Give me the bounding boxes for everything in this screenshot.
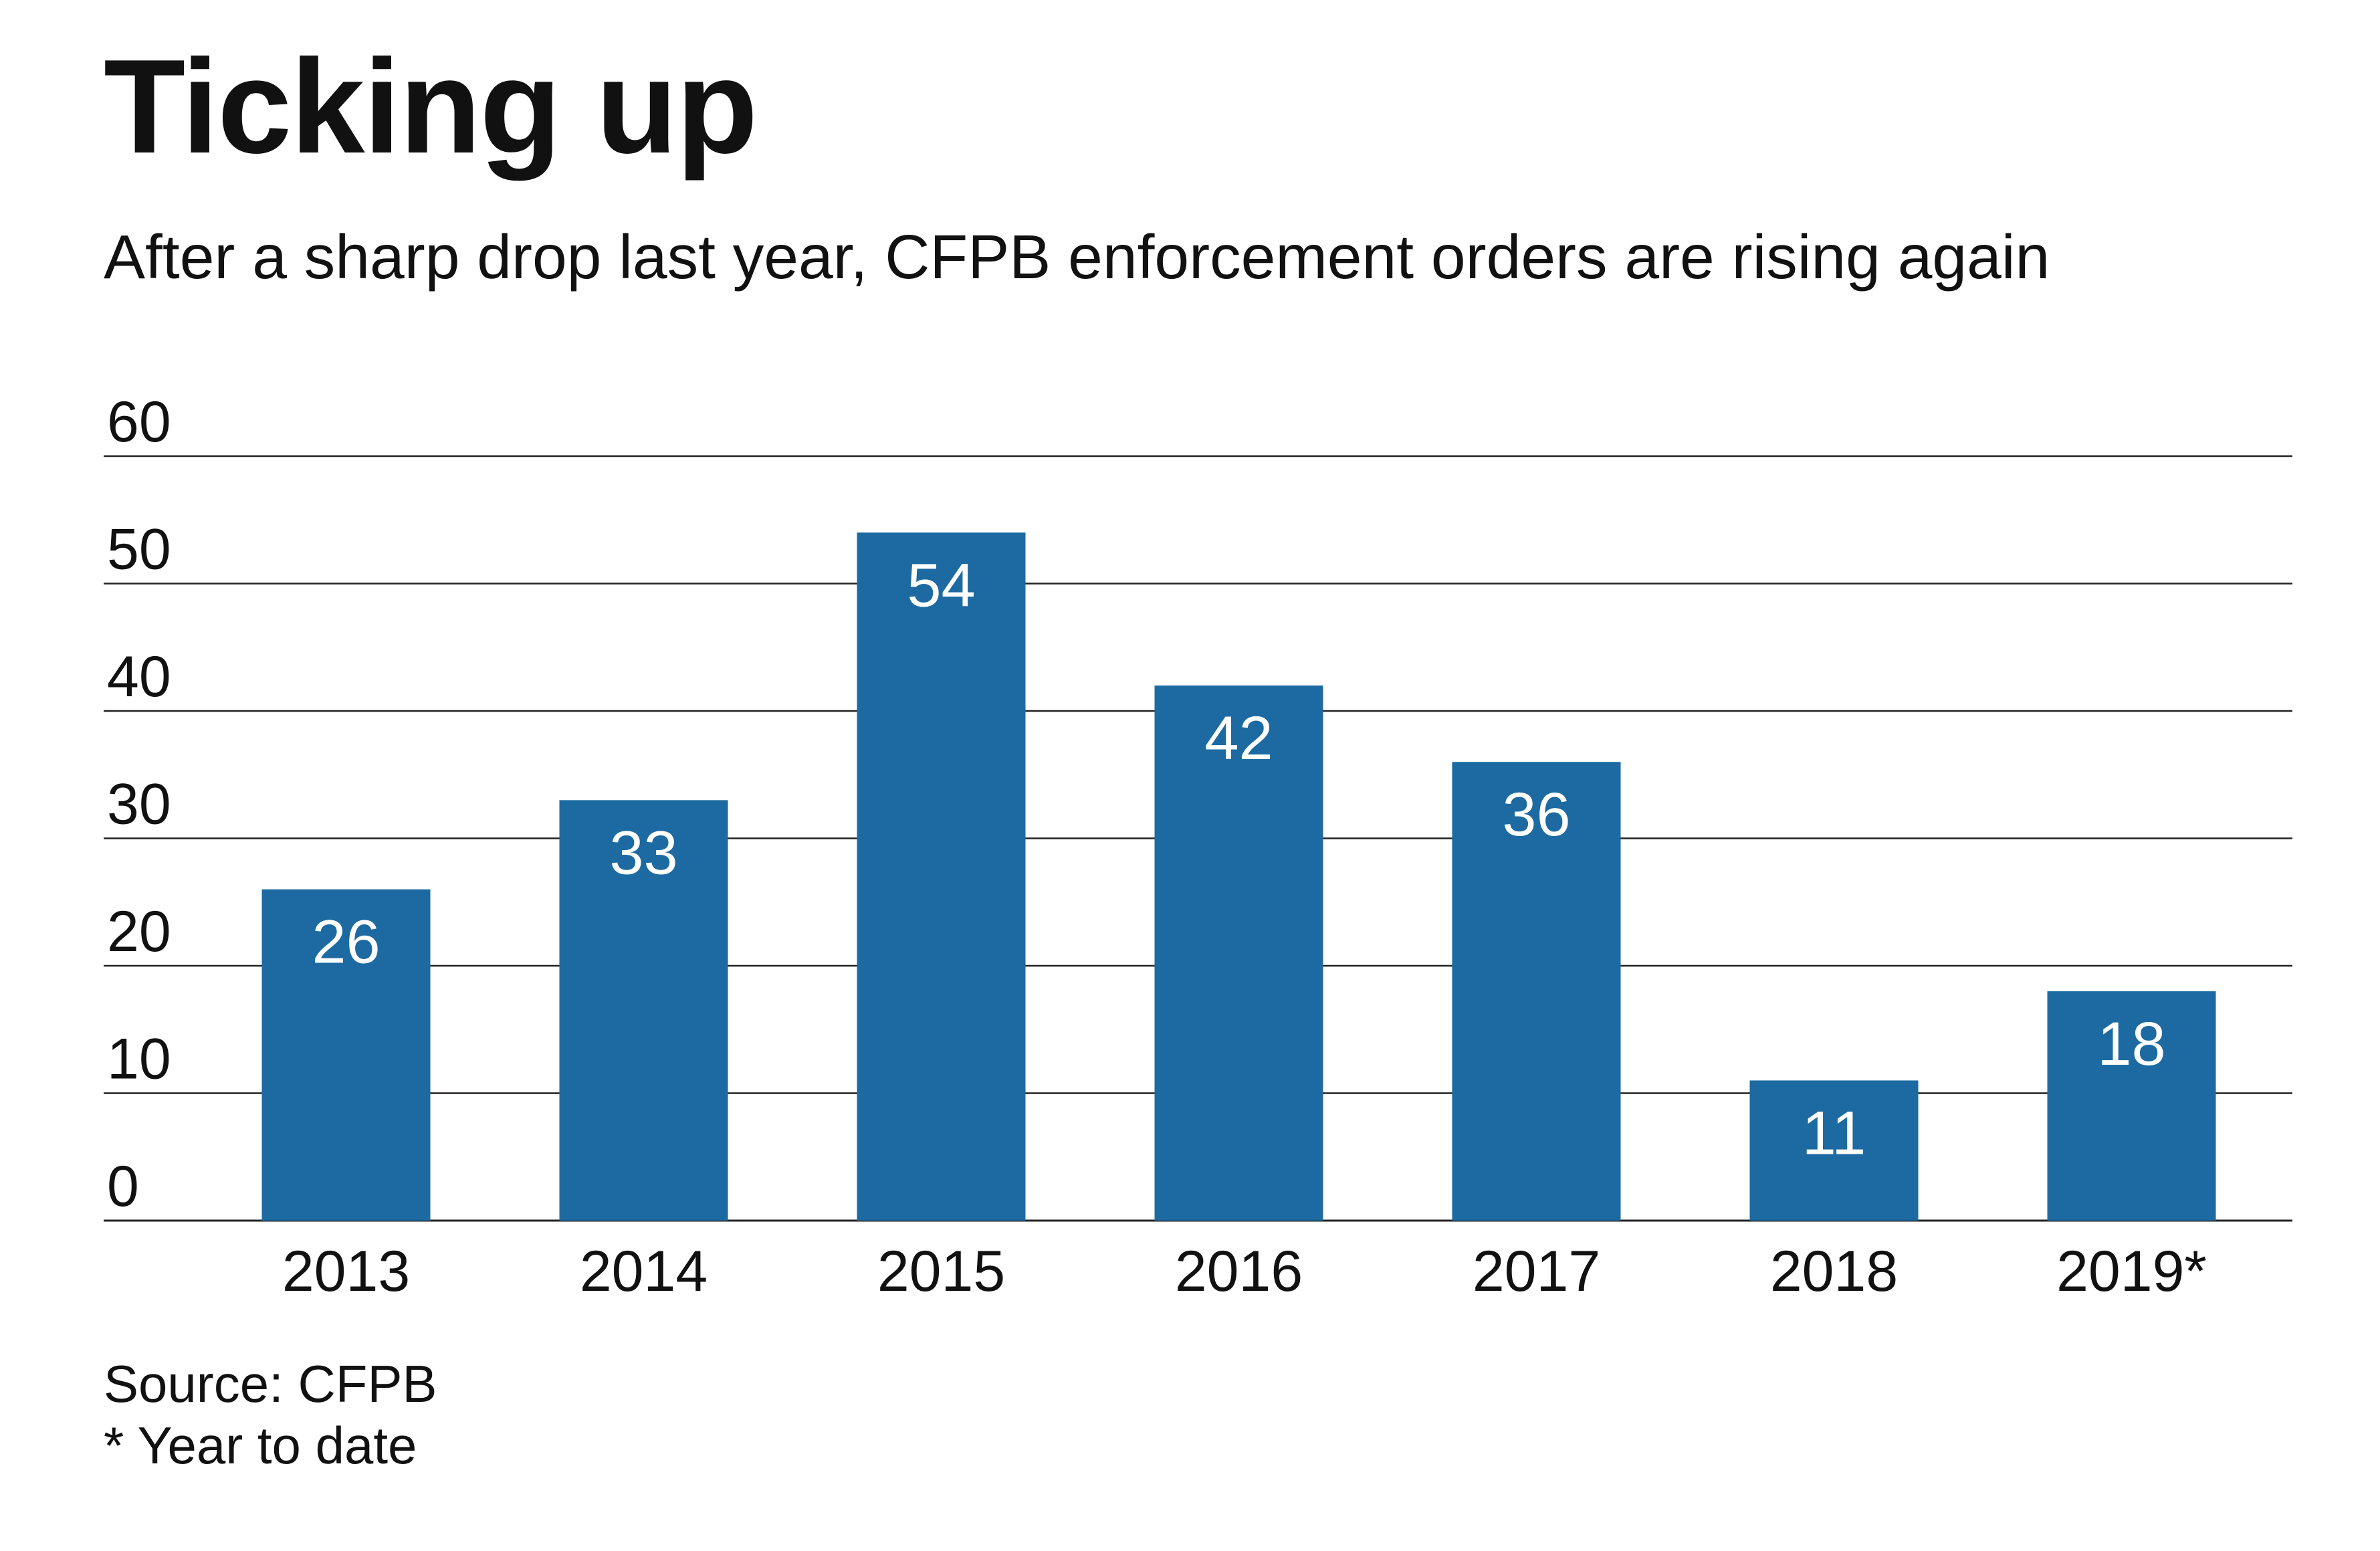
x-tick-label: 2017 [1473, 1239, 1600, 1304]
bar-2019 [2047, 991, 2216, 1221]
bar-2013 [261, 889, 431, 1221]
bar-value-label: 26 [312, 908, 380, 976]
y-tick-label: 20 [107, 900, 171, 964]
x-tick-label: 2016 [1175, 1239, 1303, 1304]
x-tick-label: 2019* [2056, 1239, 2207, 1304]
x-tick-label: 2013 [282, 1239, 410, 1304]
bar-value-label: 33 [609, 819, 677, 887]
bar-value-label: 54 [907, 551, 975, 619]
x-tick-label: 2015 [877, 1239, 1005, 1304]
bars [261, 532, 2216, 1221]
chart-subtitle: After a sharp drop last year, CFPB enfor… [104, 222, 2050, 292]
bar-2014 [559, 800, 728, 1221]
x-axis-ticks: 2013 2014 2015 2016 2017 2018 2019* [282, 1239, 2207, 1304]
bar-2018 [1749, 1080, 1919, 1221]
x-tick-label: 2014 [580, 1239, 708, 1304]
bar-value-labels: 26 33 54 42 36 11 18 [312, 551, 2165, 1167]
chart-title: Ticking up [104, 32, 758, 181]
y-tick-label: 40 [107, 645, 171, 709]
y-tick-label: 10 [107, 1027, 171, 1092]
y-tick-label: 60 [107, 390, 171, 454]
bar-value-label: 42 [1204, 704, 1273, 772]
bar-2017 [1452, 762, 1621, 1221]
bar-value-label: 18 [2097, 1010, 2165, 1078]
footnote: * Year to date [104, 1416, 417, 1475]
bar-2015 [857, 532, 1026, 1221]
source-note: Source: CFPB [104, 1354, 437, 1413]
y-tick-label: 0 [107, 1154, 139, 1219]
y-axis-ticks: 0 10 20 30 40 50 60 [107, 390, 171, 1219]
y-tick-label: 50 [107, 518, 171, 582]
x-tick-label: 2018 [1770, 1239, 1898, 1304]
bar-value-label: 36 [1502, 781, 1570, 849]
y-tick-label: 30 [107, 772, 171, 837]
bar-value-label: 11 [1802, 1099, 1866, 1167]
bar-2016 [1154, 685, 1323, 1221]
